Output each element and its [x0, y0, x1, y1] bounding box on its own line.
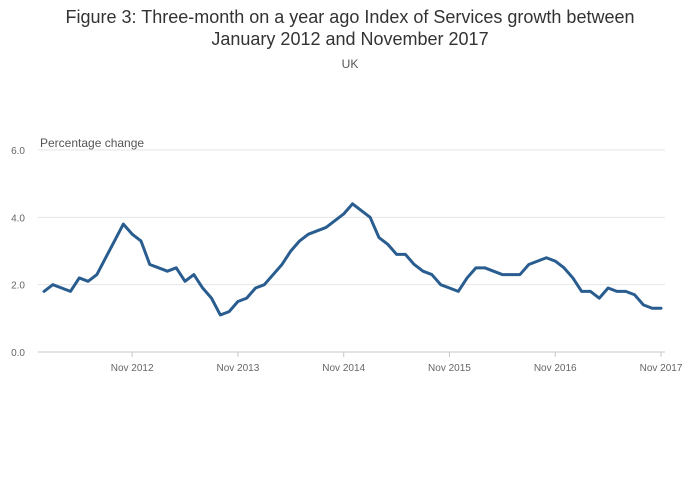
gridlines	[38, 149, 665, 353]
x-axis-ticks: Nov 2012 Nov 2013 Nov 2014 Nov 2015 Nov 2016…	[111, 352, 683, 374]
chart-subtitle: UK	[341, 57, 359, 71]
x-tick-label: Nov 2014	[322, 363, 365, 374]
y-axis-label: Percentage change	[40, 136, 144, 150]
y-tick-label: 6.0	[11, 146, 25, 157]
chart-title-line-2: January 2012 and November 2017	[211, 29, 489, 49]
series-line	[42, 202, 663, 317]
y-tick-label: 2.0	[11, 281, 25, 292]
y-tick-label: 0.0	[11, 348, 25, 359]
x-tick-label: Nov 2015	[428, 363, 471, 374]
series-group	[42, 202, 663, 317]
y-axis-ticks: 0.0 2.0 4.0 6.0	[11, 146, 25, 359]
chart-title-line-1: Figure 3: Three-month on a year ago Inde…	[65, 7, 635, 27]
x-tick-label: Nov 2012	[111, 363, 154, 374]
y-tick-label: 4.0	[11, 213, 25, 224]
x-tick-label: Nov 2016	[534, 363, 577, 374]
chart-title: Figure 3: Three-month on a year ago Inde…	[0, 6, 700, 50]
x-tick-label: Nov 2013	[217, 363, 260, 374]
x-tick-label: Nov 2017	[640, 363, 683, 374]
